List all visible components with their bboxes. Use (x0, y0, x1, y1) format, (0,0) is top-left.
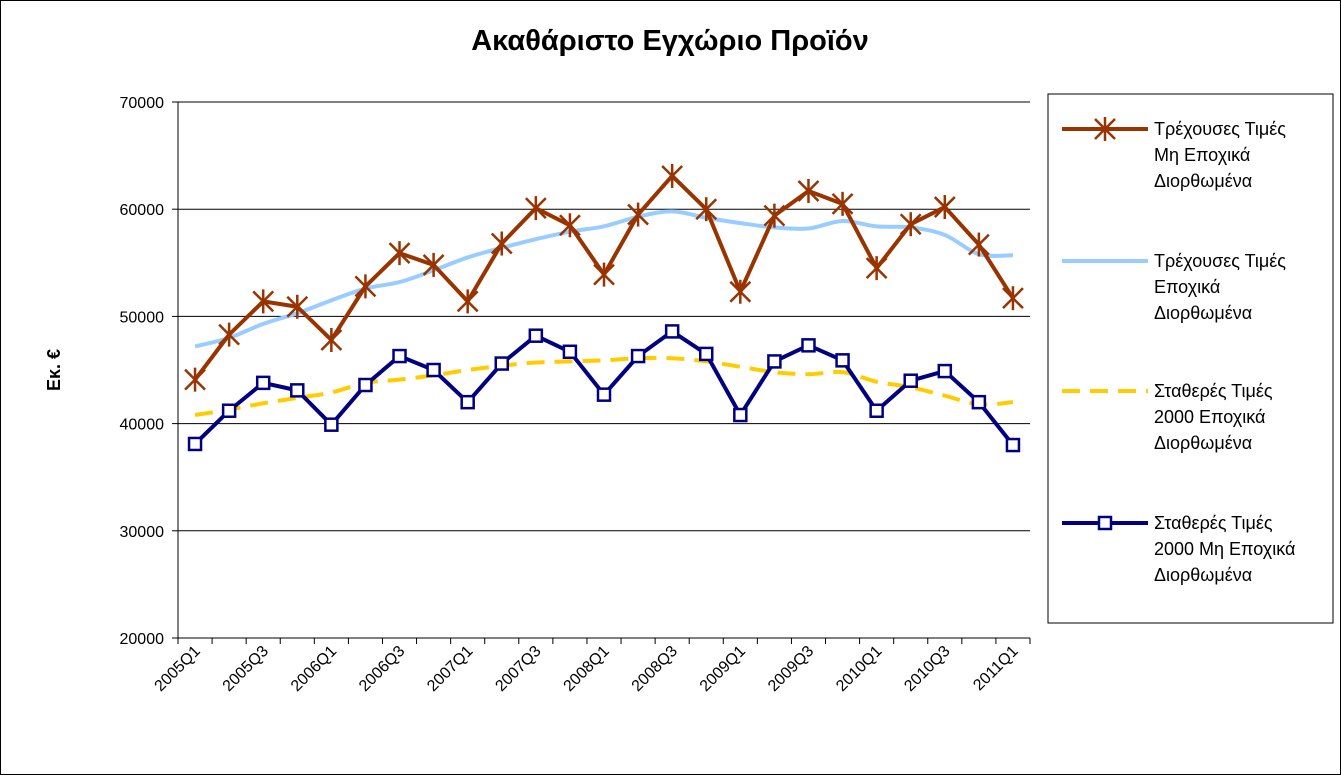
data-point (835, 353, 850, 368)
x-tick-label: 2005Q1 (152, 643, 204, 695)
legend-marker (1094, 117, 1116, 141)
plot-area: 20000 30000 40000 50000 60000 70000 2005Q1 2005… (120, 95, 1031, 695)
data-point (698, 346, 714, 362)
series-1 (184, 163, 1024, 392)
y-tick-label: 50000 (120, 309, 165, 326)
data-point (559, 213, 581, 238)
data-point (562, 344, 578, 360)
data-point (184, 367, 206, 392)
x-tick-label: 2007Q1 (424, 643, 476, 695)
data-point (801, 338, 816, 353)
series-3 (194, 355, 1014, 417)
data-point (869, 403, 884, 418)
data-point (661, 163, 684, 188)
data-point (354, 274, 377, 299)
x-tick-label: 2006Q1 (288, 643, 340, 695)
data-point (695, 197, 718, 222)
chart-title: Ακαθάριστο Εγχώριο Προϊόν (471, 25, 869, 57)
data-point (218, 322, 241, 347)
data-point (1005, 437, 1021, 453)
data-point (392, 348, 407, 364)
data-point (286, 294, 309, 319)
data-point (797, 178, 820, 203)
legend-label: 2000 Εποχικά (1154, 407, 1265, 427)
y-tick-label: 60000 (120, 202, 165, 219)
data-point (627, 202, 649, 227)
y-tick-label: 20000 (120, 631, 165, 648)
legend-entry: Τρέχουσες Τιμές Εποχικά Διορθωμένα (1062, 251, 1286, 323)
data-point (865, 256, 888, 281)
legend-label: Διορθωμένα (1154, 565, 1252, 585)
data-point (290, 383, 305, 398)
series-line (194, 209, 1014, 349)
legend-label: Σταθερές Τιμές (1154, 381, 1273, 401)
x-tick-label: 2008Q3 (629, 643, 681, 695)
y-tick-label: 30000 (120, 524, 165, 541)
legend-label: Εποχικά (1154, 277, 1220, 297)
legend-label: Διορθωμένα (1154, 171, 1252, 191)
data-point (593, 262, 615, 287)
data-point (255, 375, 271, 391)
x-tick-label: 2007Q3 (492, 643, 544, 695)
data-point (460, 394, 475, 410)
data-point (763, 203, 786, 228)
data-point (630, 348, 646, 364)
data-point (903, 373, 918, 388)
series-4 (187, 324, 1021, 453)
legend-label: Διορθωμένα (1154, 303, 1252, 323)
y-tick-label: 40000 (120, 417, 165, 434)
legend-entry: Τρέχουσες Τιμές Μη Εποχικά Διορθωμένα (1062, 117, 1286, 191)
data-point (324, 417, 339, 432)
data-point (426, 362, 441, 378)
x-tick-label: 2010Q3 (901, 643, 953, 695)
data-point (899, 212, 922, 237)
data-point (388, 241, 411, 266)
data-point (967, 232, 990, 257)
legend-label: Μη Εποχικά (1154, 145, 1250, 165)
x-tick-label: 2006Q3 (356, 643, 408, 695)
legend-label: Τρέχουσες Τιμές (1154, 119, 1286, 139)
data-point (320, 327, 343, 352)
x-tick-label: 2009Q3 (765, 643, 817, 695)
data-point (422, 252, 445, 277)
data-point (733, 407, 748, 423)
legend-box (1047, 93, 1334, 624)
x-tick-label: 2011Q1 (970, 643, 1022, 695)
data-point (971, 394, 987, 410)
data-point (187, 436, 203, 452)
data-point (596, 387, 612, 402)
data-point (831, 191, 854, 216)
legend-label: 2000 Μη Εποχικά (1154, 539, 1295, 559)
data-point (729, 279, 752, 304)
data-point (494, 356, 510, 371)
y-axis-label: Εκ. € (44, 349, 64, 391)
data-point (456, 289, 479, 314)
x-tick-label: 2008Q1 (561, 643, 613, 695)
data-point (937, 363, 953, 379)
data-point (933, 195, 956, 220)
data-point (490, 231, 513, 256)
x-tick-label: 2005Q3 (220, 643, 272, 695)
data-point (528, 328, 544, 343)
legend-label: Σταθερές Τιμές (1154, 513, 1273, 533)
legend-label: Διορθωμένα (1154, 433, 1252, 453)
data-point (767, 354, 782, 369)
legend-entry: Σταθερές Τιμές 2000 Μη Εποχικά Διορθωμένα (1062, 513, 1295, 585)
series-2 (194, 209, 1014, 349)
data-point (358, 377, 373, 393)
data-point (252, 289, 275, 314)
legend-entry: Σταθερές Τιμές 2000 Εποχικά Διορθωμένα (1062, 381, 1273, 453)
data-point (524, 196, 547, 221)
x-tick-label: 2009Q1 (697, 643, 749, 695)
legend-marker (1097, 515, 1113, 531)
legend-label: Τρέχουσες Τιμές (1154, 251, 1286, 271)
data-point (664, 324, 680, 339)
series-line (194, 355, 1014, 417)
y-tick-label: 70000 (120, 95, 165, 112)
data-point (1002, 286, 1024, 311)
x-tick-label: 2010Q1 (833, 643, 885, 695)
data-point (221, 403, 237, 418)
